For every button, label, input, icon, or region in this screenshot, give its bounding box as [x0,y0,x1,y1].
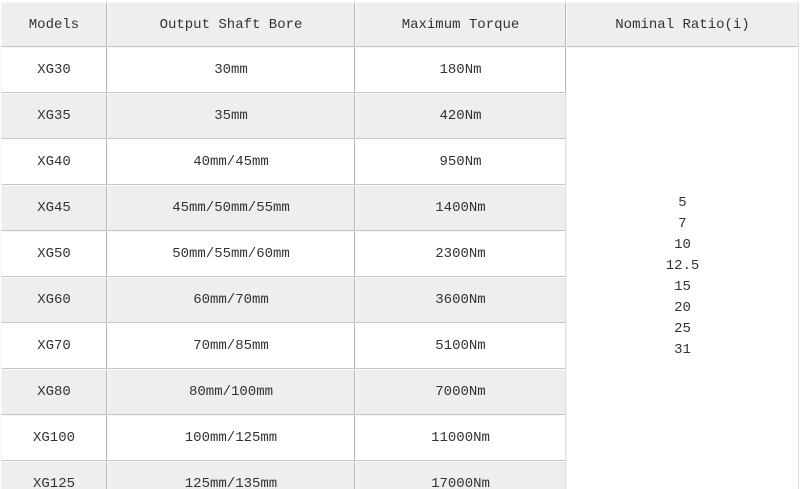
ratio-value: 10 [674,237,691,253]
torque-cell: 180Nm [355,47,566,93]
table-row: XG125 125mm/135mm 17000Nm [1,461,799,489]
bore-cell: 40mm/45mm [107,139,355,185]
model-cell: XG45 [1,185,107,231]
model-cell: XG100 [1,415,107,461]
bore-cell: 125mm/135mm [107,461,355,489]
model-cell: XG40 [1,139,107,185]
table-row: XG30 30mm 180Nm 5 7 10 12.5 15 20 25 31 [1,47,799,489]
torque-cell: 17000Nm [355,461,566,489]
ratio-value: 12.5 [665,258,700,274]
torque-cell: 1400Nm [355,185,566,231]
bore-cell: 100mm/125mm [107,415,355,461]
nominal-ratio-cell: 5 7 10 12.5 15 20 25 31 [566,47,799,489]
torque-cell: 5100Nm [355,323,566,369]
model-cell: XG35 [1,93,107,139]
torque-cell: 3600Nm [355,277,566,323]
bore-cell: 45mm/50mm/55mm [107,185,355,231]
table-row: XG35 35mm 420Nm [1,93,799,139]
col-header-maximum-torque: Maximum Torque [355,2,566,47]
bore-cell: 30mm [107,47,355,93]
model-cell: XG70 [1,323,107,369]
table-row: XG50 50mm/55mm/60mm 2300Nm [1,231,799,277]
ratio-value: 20 [674,300,691,316]
col-header-models: Models [1,2,107,47]
model-cell: XG30 [1,47,107,93]
header-row: Models Output Shaft Bore Maximum Torque … [1,2,799,47]
table-row: XG80 80mm/100mm 7000Nm [1,369,799,415]
ratio-value: 25 [674,321,691,337]
table-row: XG45 45mm/50mm/55mm 1400Nm [1,185,799,231]
ratio-value: 31 [674,342,691,358]
model-cell: XG50 [1,231,107,277]
torque-cell: 7000Nm [355,369,566,415]
bore-cell: 80mm/100mm [107,369,355,415]
table-row: XG60 60mm/70mm 3600Nm [1,277,799,323]
table-row: XG40 40mm/45mm 950Nm [1,139,799,185]
torque-cell: 420Nm [355,93,566,139]
torque-cell: 11000Nm [355,415,566,461]
bore-cell: 50mm/55mm/60mm [107,231,355,277]
bore-cell: 35mm [107,93,355,139]
col-header-nominal-ratio: Nominal Ratio(i) [566,2,799,47]
torque-cell: 950Nm [355,139,566,185]
ratio-value: 5 [678,195,687,211]
ratio-value: 7 [678,216,687,232]
torque-cell: 2300Nm [355,231,566,277]
ratio-value: 15 [674,279,691,295]
model-cell: XG125 [1,461,107,489]
model-cell: XG80 [1,369,107,415]
table-row: XG70 70mm/85mm 5100Nm [1,323,799,369]
bore-cell: 70mm/85mm [107,323,355,369]
table-row: XG100 100mm/125mm 11000Nm [1,415,799,461]
model-cell: XG60 [1,277,107,323]
col-header-output-shaft-bore: Output Shaft Bore [107,2,355,47]
bore-cell: 60mm/70mm [107,277,355,323]
